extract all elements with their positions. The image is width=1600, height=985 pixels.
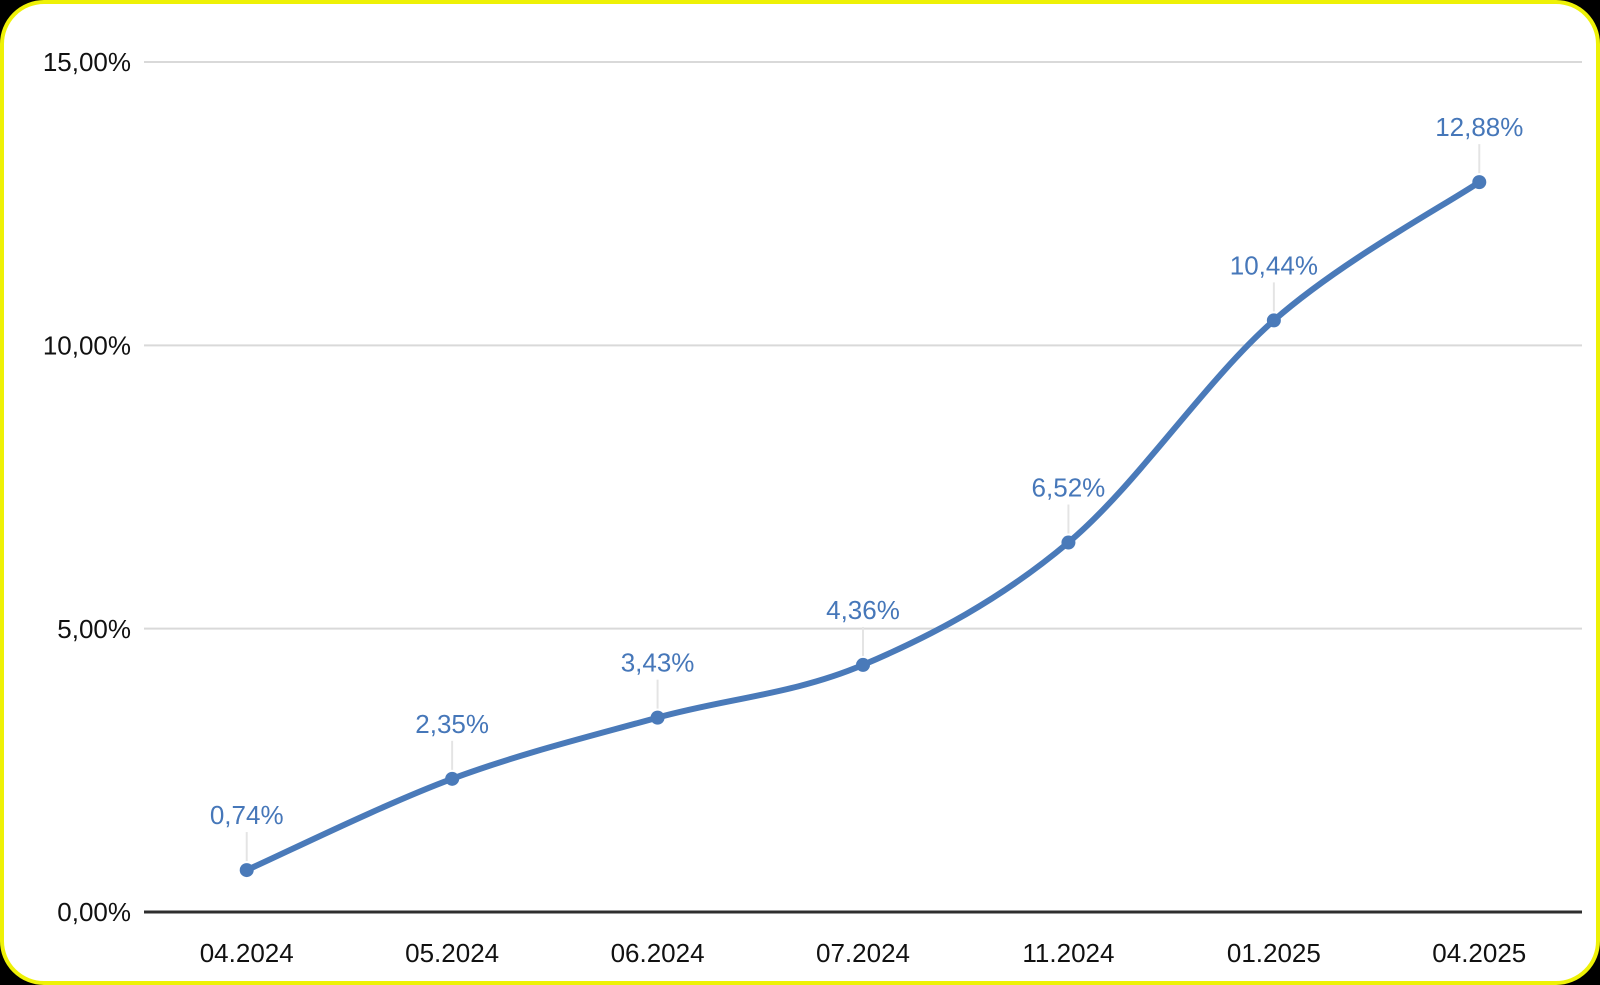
x-axis-tick-label: 01.2025 <box>1227 938 1321 968</box>
data-point-marker[interactable] <box>445 771 460 786</box>
x-axis-tick-label: 04.2024 <box>200 938 294 968</box>
y-axis-tick-label: 10,00% <box>43 330 131 360</box>
x-axis-tick-label: 11.2024 <box>1022 938 1114 968</box>
data-point-marker[interactable] <box>239 863 254 878</box>
x-axis-tick-label: 07.2024 <box>816 938 910 968</box>
data-point-marker[interactable] <box>856 657 870 672</box>
data-point-label: 0,74% <box>210 800 284 830</box>
y-axis-tick-label: 15,00% <box>43 47 131 77</box>
y-axis-tick-label: 0,00% <box>57 897 131 927</box>
data-point-marker[interactable] <box>1061 535 1076 550</box>
data-point-marker[interactable] <box>650 710 665 725</box>
data-point-label: 4,36% <box>826 595 900 625</box>
x-axis-tick-label: 05.2024 <box>405 938 499 968</box>
data-point-label: 3,43% <box>621 648 695 678</box>
data-point-label: 12,88% <box>1435 112 1523 142</box>
data-point-marker[interactable] <box>1266 313 1281 328</box>
y-axis-tick-label: 5,00% <box>57 614 131 644</box>
x-axis-tick-label: 06.2024 <box>611 938 705 968</box>
chart-area[interactable]: 0,00% 5,00% 10,00% 15,00% 04.2024 05.2024 06.2… <box>4 4 1596 981</box>
data-point-label: 10,44% <box>1230 250 1318 280</box>
line-chart: 0,00% 5,00% 10,00% 15,00% 04.2024 05.2024 06.2… <box>43 47 1582 968</box>
data-point-marker[interactable] <box>1472 175 1487 190</box>
data-point-label: 2,35% <box>415 709 489 739</box>
series-line <box>243 179 1483 874</box>
data-point-label: 6,52% <box>1032 473 1106 503</box>
x-axis-tick-label: 04.2025 <box>1432 938 1526 968</box>
